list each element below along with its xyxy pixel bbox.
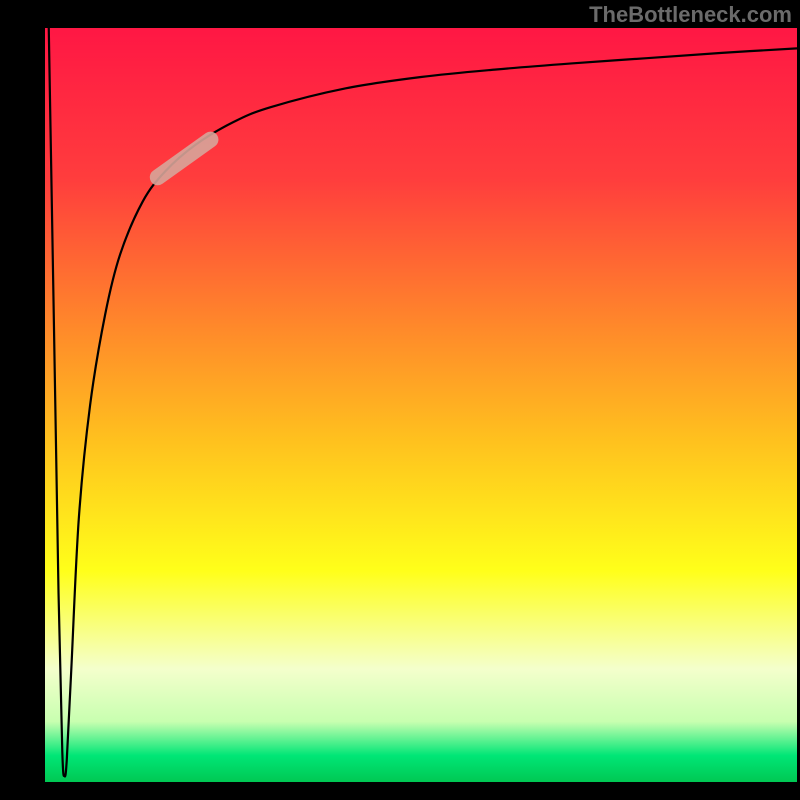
watermark-text: TheBottleneck.com: [589, 2, 792, 28]
chart-container: TheBottleneck.com: [0, 0, 800, 800]
plot-area: [45, 28, 797, 782]
gradient-background: [45, 28, 797, 782]
